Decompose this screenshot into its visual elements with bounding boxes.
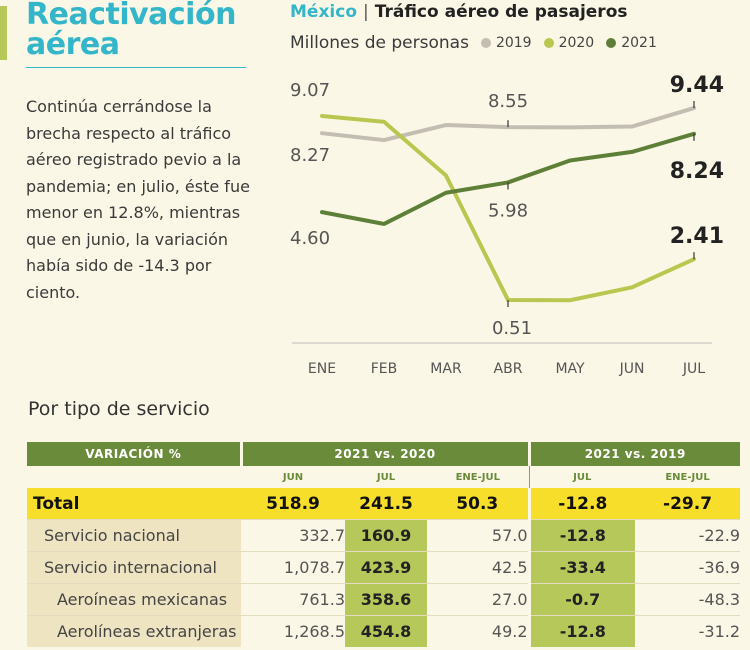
subheader-jul: JUL [345,466,427,488]
data-label-2020-jul: 2.41 [670,224,724,249]
table-row: Servicio nacional 332.7 160.9 57.0 -12.8 -22.… [27,519,741,552]
data-label-2021-jul: 8.24 [670,159,724,184]
data-label-2019-jul: 9.44 [670,73,724,98]
chart-unit-label: Millones de personas [290,33,469,53]
cell-value: 518.9 [241,488,345,520]
service-table: VARIACIÓN % 2021 vs. 2020 2021 vs. 2019 … [27,442,741,647]
data-label-2019-abr: 8.55 [488,91,528,112]
legend-item-2021: 2021 [606,35,657,51]
page-title: Reactivación aérea [26,0,236,60]
subheader-jul-2019: JUL [528,466,636,488]
cell-value: -48.3 [635,583,741,616]
row-label: Aeroíneas mexicanas [27,583,241,616]
legend-label-2021: 2021 [621,35,657,51]
line-chart: ENE FEB MAR ABR MAY JUN JUL 8.27 8.55 9.44 9.07 0.5… [290,73,724,377]
cell-value: 454.8 [345,615,427,647]
cell-value: 42.5 [427,551,530,584]
cell-value: -12.8 [527,519,636,552]
subheader-blank [27,466,241,488]
x-tick-label: JUL [682,361,705,377]
row-label: Aerolíneas extranjeras [27,615,241,647]
table-header-row: VARIACIÓN % 2021 vs. 2020 2021 vs. 2019 [27,442,741,466]
cell-value: -29.7 [635,488,741,520]
cell-value: 1,268.5 [241,615,345,647]
chart-header-separator: | [363,2,369,22]
row-label: Total [27,488,241,520]
cell-value: 332.7 [241,519,345,552]
accent-bar [0,6,7,60]
variation-header: VARIACIÓN % [27,442,241,466]
cell-value: 358.6 [345,583,427,616]
cell-value: 50.3 [427,488,530,520]
cell-value: -22.9 [635,519,741,552]
chart-legend: 2019 2020 2021 [469,33,657,53]
cell-value: 1,078.7 [241,551,345,584]
subheader-ene-jul-2019: ENE-JUL [635,466,741,488]
row-label: Servicio nacional [27,519,241,552]
cell-value: 57.0 [427,519,530,552]
chart-title: Tráfico aéreo de pasajeros [374,2,628,22]
cell-value: 160.9 [345,519,427,552]
subheader-ene-jul: ENE-JUL [427,466,530,488]
legend-label-2020: 2020 [558,35,595,51]
subheader-jun: JUN [241,466,345,488]
chart-subheader: Millones de personas 2019 2020 2021 [290,33,657,53]
group-header-2021-vs-2019: 2021 vs. 2019 [527,442,741,466]
chart-country: México [290,2,357,22]
data-label-2019-ene: 8.27 [290,145,330,166]
table-section-title: Por tipo de servicio [28,398,210,420]
table-row: Servicio internacional 1,078.7 423.9 42.5 -3… [27,551,741,584]
data-label-2021-abr: 5.98 [488,200,528,221]
x-tick-label: ENE [308,361,336,377]
chart-header: México | Tráfico aéreo de pasajeros [290,2,628,22]
group-header-2021-vs-2020: 2021 vs. 2020 [239,442,530,466]
cell-value: 761.3 [241,583,345,616]
cell-value: 49.2 [427,615,530,647]
data-label-2020-ene: 9.07 [290,80,330,101]
title-line-1: Reactivación [26,0,236,32]
table-row: Aeroíneas mexicanas 761.3 358.6 27.0 -0.7 -48… [27,583,741,616]
x-tick-label: FEB [371,361,398,377]
table-subheader-row: JUN JUL ENE-JUL JUL ENE-JUL [27,466,741,488]
legend-label-2019: 2019 [495,35,532,51]
cell-value: 27.0 [427,583,530,616]
legend-dot-2019 [480,38,491,48]
intro-text: Continúa cerrándose la brecha respecto a… [26,97,250,302]
data-label-2021-ene: 4.60 [290,228,330,249]
table-row-total: Total 518.9 241.5 50.3 -12.8 -29.7 [27,488,741,520]
cell-value: -12.8 [527,488,636,520]
cell-value: -31.2 [635,615,741,647]
cell-value: 423.9 [345,551,427,584]
legend-dot-2020 [543,38,554,48]
cell-value: -0.7 [527,583,636,616]
x-tick-label: ABR [494,361,523,377]
data-label-2020-abr: 0.51 [492,318,532,339]
table-row: Aerolíneas extranjeras 1,268.5 454.8 49.2 -1… [27,615,741,647]
x-tick-label: MAR [430,361,462,377]
x-tick-label: JUN [619,361,645,377]
x-tick-label: MAY [555,361,585,377]
title-line-2: aérea [26,27,120,62]
legend-item-2019: 2019 [480,35,532,51]
cell-value: -12.8 [527,615,636,647]
legend-dot-2021 [606,38,617,48]
cell-value: 241.5 [345,488,427,520]
cell-value: -36.9 [635,551,741,584]
legend-item-2020: 2020 [543,35,595,51]
row-label: Servicio internacional [27,551,241,584]
cell-value: -33.4 [527,551,636,584]
title-rule [26,67,246,68]
